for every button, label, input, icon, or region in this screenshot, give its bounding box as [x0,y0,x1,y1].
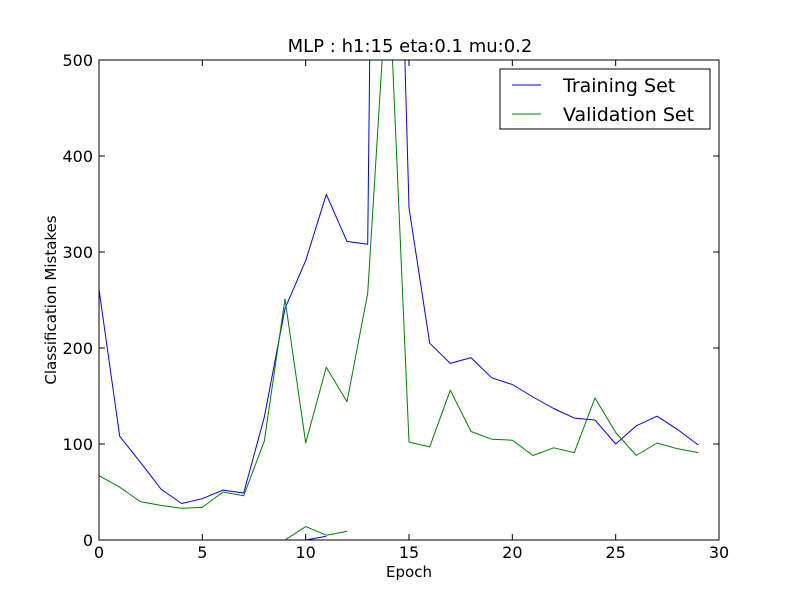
series-line-4 [284,526,348,540]
y-axis-label: Classification Mistakes [42,215,60,384]
plot-frame [98,59,720,541]
series-line-1 [99,60,699,504]
x-tick-label: 10 [295,543,315,562]
x-tick-label: 5 [197,543,207,562]
series-line-2 [99,60,699,509]
legend-box [499,68,711,130]
legend-label-validation: Validation Set [563,104,694,126]
x-tick-label: 15 [399,543,419,562]
series-line-3 [305,535,327,540]
x-axis-label: Epoch [386,563,432,581]
y-axis: 0 100 200 300 400 500 [62,51,719,550]
x-tick-label: 25 [605,543,625,562]
x-tick-label: 20 [502,543,522,562]
plot-area [99,60,699,540]
chart-title: MLP : h1:15 eta:0.1 mu:0.2 [288,36,533,57]
y-tick-label: 500 [62,51,93,70]
y-tick-label: 400 [62,147,93,166]
y-tick-label: 200 [62,339,93,358]
legend-label-training: Training Set [562,75,675,97]
y-tick-label: 100 [62,435,93,454]
y-tick-label: 0 [83,531,93,550]
x-tick-label: 0 [94,543,104,562]
x-axis: 0 5 10 15 20 25 30 [94,60,729,562]
y-tick-label: 300 [62,243,93,262]
legend: Training Set Validation Set [499,68,711,130]
x-tick-label: 30 [709,543,729,562]
